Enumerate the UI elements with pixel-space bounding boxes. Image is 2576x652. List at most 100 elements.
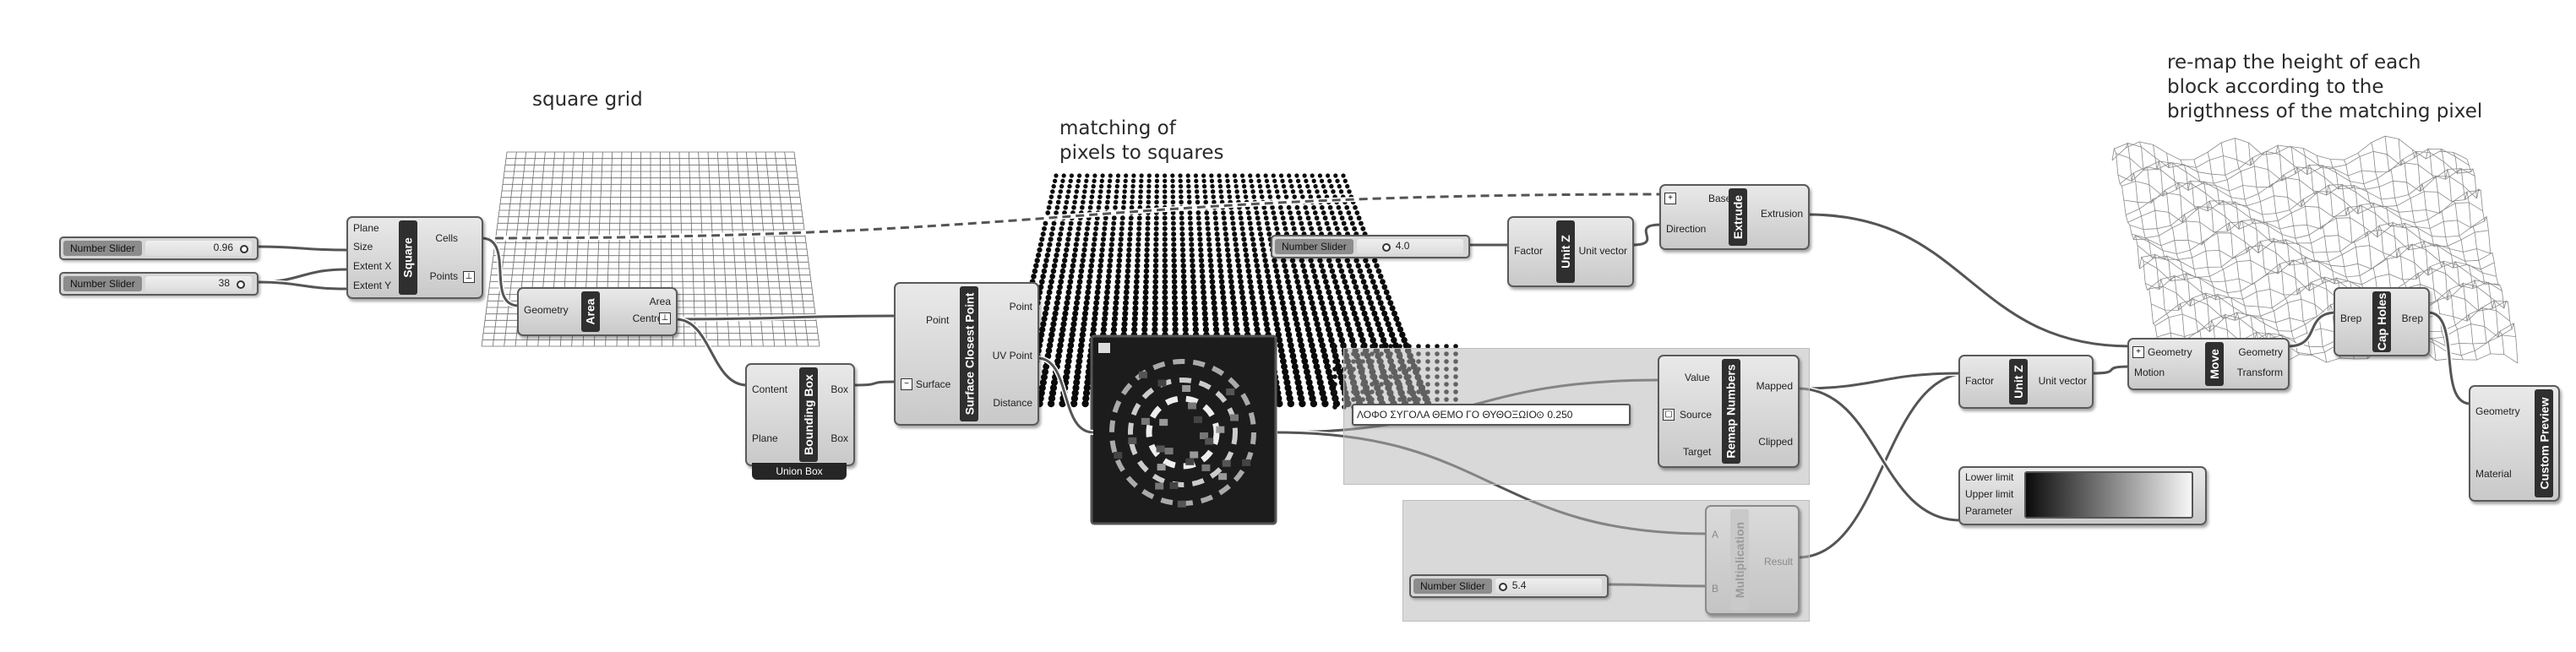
pin-surface[interactable]: Surface bbox=[916, 378, 951, 390]
slider-value: 4.0 bbox=[1395, 240, 1410, 252]
area-component[interactable]: Geometry Area Area Centroid ⊥ bbox=[517, 287, 678, 336]
wire-mapped-to-unitz2 bbox=[1797, 372, 1961, 390]
wire-uv-to-image bbox=[1037, 356, 1094, 434]
pin-distance[interactable]: Distance bbox=[993, 397, 1032, 409]
note-square-grid: square grid bbox=[532, 89, 643, 111]
panel-value: 0.250 bbox=[1547, 409, 1573, 421]
pin-plane[interactable]: Plane bbox=[353, 222, 379, 234]
graft-icon: ⊥ bbox=[659, 312, 671, 324]
pin-geometry[interactable]: Geometry bbox=[524, 304, 569, 316]
number-slider-height[interactable]: Number Slider 4.0 bbox=[1271, 235, 1470, 258]
wire-slider-size bbox=[256, 245, 347, 252]
surface-param-icon: ~ bbox=[901, 378, 912, 390]
slider-knob[interactable] bbox=[240, 245, 248, 253]
pin-unit-vector[interactable]: Unit vector bbox=[2038, 375, 2087, 387]
wire-halo bbox=[481, 192, 1664, 241]
unit-z-component-1[interactable]: Factor Unit Z Unit vector bbox=[1507, 216, 1634, 287]
gradient-swatch[interactable] bbox=[2024, 471, 2193, 519]
pin-direction[interactable]: Direction bbox=[1666, 223, 1707, 235]
slider-knob[interactable] bbox=[1381, 243, 1391, 252]
pin-geometry[interactable]: Geometry bbox=[2148, 346, 2192, 358]
extrude-component[interactable]: + Base Direction Extrude Extrusion bbox=[1659, 184, 1810, 250]
pin-motion[interactable]: Motion bbox=[2134, 367, 2165, 378]
pin-content[interactable]: Content bbox=[752, 383, 788, 395]
number-slider-multiplier[interactable]: Number Slider 5.4 bbox=[1409, 574, 1609, 598]
wire-box-to-scp bbox=[852, 380, 896, 387]
flatten-icon: + bbox=[2132, 346, 2144, 358]
slider-value: 38 bbox=[218, 277, 230, 289]
pin-uv-point[interactable]: UV Point bbox=[992, 350, 1032, 361]
pin-upper-limit[interactable]: Upper limit bbox=[1965, 488, 2014, 500]
wire-cells-to-extrude bbox=[481, 193, 1664, 240]
slider-label: Number Slider bbox=[1275, 239, 1353, 254]
pin-parameter[interactable]: Parameter bbox=[1965, 505, 2013, 517]
component-nickname: Unit Z bbox=[2009, 359, 2028, 405]
pin-result[interactable]: Result bbox=[1763, 556, 1793, 568]
image-icon bbox=[1098, 343, 1110, 353]
pin-points[interactable]: Points bbox=[429, 270, 458, 282]
pin-target[interactable]: Target bbox=[1683, 446, 1712, 458]
pin-factor[interactable]: Factor bbox=[1514, 245, 1544, 257]
component-nickname: Custom Preview bbox=[2535, 389, 2553, 497]
panel-value-wrap: ⊙ 0.250 bbox=[1536, 409, 1573, 421]
pin-point[interactable]: Point bbox=[926, 314, 950, 326]
wire-centroid-to-bbox bbox=[675, 318, 748, 387]
slider-knob[interactable] bbox=[237, 280, 245, 289]
pin-geometry-out[interactable]: Geometry bbox=[2238, 346, 2283, 358]
pin-geometry[interactable]: Geometry bbox=[2475, 405, 2520, 417]
pin-transform[interactable]: Transform bbox=[2236, 367, 2283, 378]
gradient-component[interactable]: Lower limit Upper limit Parameter bbox=[1958, 466, 2207, 525]
square-grid-component[interactable]: Plane Size Extent X Extent Y Square Cell… bbox=[346, 216, 483, 299]
slider-knob[interactable] bbox=[1498, 583, 1507, 591]
pin-area[interactable]: Area bbox=[649, 296, 671, 307]
pin-extent-x[interactable]: Extent X bbox=[353, 260, 392, 272]
pin-source[interactable]: Source bbox=[1680, 409, 1713, 421]
panel-text: ΛΟΦΟ ΣΥΓΟΛΑ ΘΕΜΟ ΓΟ ΘΥΘΟΞΩΙΟ bbox=[1357, 409, 1537, 421]
pin-cells[interactable]: Cells bbox=[435, 232, 458, 244]
remap-numbers-component[interactable]: Value ▢ Source Target Remap Numbers Mapp… bbox=[1658, 355, 1800, 468]
pin-point-out[interactable]: Point bbox=[1009, 301, 1032, 312]
pin-base[interactable]: Base bbox=[1708, 193, 1732, 204]
pin-size[interactable]: Size bbox=[353, 241, 373, 253]
unit-z-component-2[interactable]: Factor Unit Z Unit vector bbox=[1958, 355, 2094, 409]
wire-cap-to-preview bbox=[2427, 311, 2471, 405]
component-nickname: Multiplication bbox=[1730, 509, 1749, 611]
pin-unit-vector[interactable]: Unit vector bbox=[1578, 245, 1627, 257]
bounding-box-component[interactable]: Content Plane Bounding Box Box Box bbox=[745, 363, 855, 466]
note-matching-pixels: matching of pixels to squares bbox=[1059, 117, 1224, 164]
surface-closest-point-component[interactable]: Point ~ Surface Surface Closest Point Po… bbox=[894, 282, 1039, 426]
pin-factor[interactable]: Factor bbox=[1965, 375, 1995, 387]
custom-preview-component[interactable]: Geometry Material Custom Preview bbox=[2469, 385, 2560, 502]
move-component[interactable]: + Geometry Motion Move Geometry Transfor… bbox=[2127, 338, 2290, 390]
component-nickname: Remap Numbers bbox=[1722, 359, 1740, 464]
component-nickname: Area bbox=[581, 291, 600, 332]
component-nickname: Move bbox=[2205, 342, 2224, 386]
wire-slider-extent-y bbox=[256, 280, 347, 291]
pin-extrusion[interactable]: Extrusion bbox=[1760, 208, 1803, 220]
pin-b[interactable]: B bbox=[1712, 583, 1719, 595]
pin-material[interactable]: Material bbox=[2475, 468, 2512, 480]
pin-extent-y[interactable]: Extent Y bbox=[353, 280, 392, 291]
flatten-icon: + bbox=[1664, 193, 1676, 204]
wire-unitz-to-extrude bbox=[1631, 223, 1662, 247]
pin-brep-out[interactable]: Brep bbox=[2401, 312, 2423, 324]
number-slider-extent[interactable]: Number Slider 38 bbox=[59, 272, 259, 296]
pin-brep[interactable]: Brep bbox=[2340, 312, 2362, 324]
component-nickname: Bounding Box bbox=[799, 367, 818, 462]
image-sampler-preview bbox=[1090, 334, 1277, 525]
pin-value[interactable]: Value bbox=[1685, 372, 1710, 383]
pin-a[interactable]: A bbox=[1712, 529, 1719, 541]
pin-box[interactable]: Box bbox=[831, 383, 848, 395]
union-box-tag: Union Box bbox=[752, 463, 847, 480]
component-nickname: Square bbox=[399, 220, 417, 295]
multiplication-component[interactable]: A B Multiplication Result bbox=[1705, 505, 1800, 615]
pin-plane[interactable]: Plane bbox=[752, 432, 778, 444]
pin-lower-limit[interactable]: Lower limit bbox=[1965, 471, 2014, 483]
cap-holes-component[interactable]: Brep Cap Holes Brep bbox=[2334, 287, 2430, 356]
pin-mapped[interactable]: Mapped bbox=[1756, 380, 1793, 392]
pin-box[interactable]: Box bbox=[831, 432, 848, 444]
number-slider-size[interactable]: Number Slider 0.96 bbox=[59, 236, 259, 260]
text-panel[interactable]: ΛΟΦΟ ΣΥΓΟΛΑ ΘΕΜΟ ΓΟ ΘΥΘΟΞΩΙΟ ⊙ 0.250 bbox=[1352, 404, 1631, 426]
pin-clipped[interactable]: Clipped bbox=[1758, 436, 1793, 448]
